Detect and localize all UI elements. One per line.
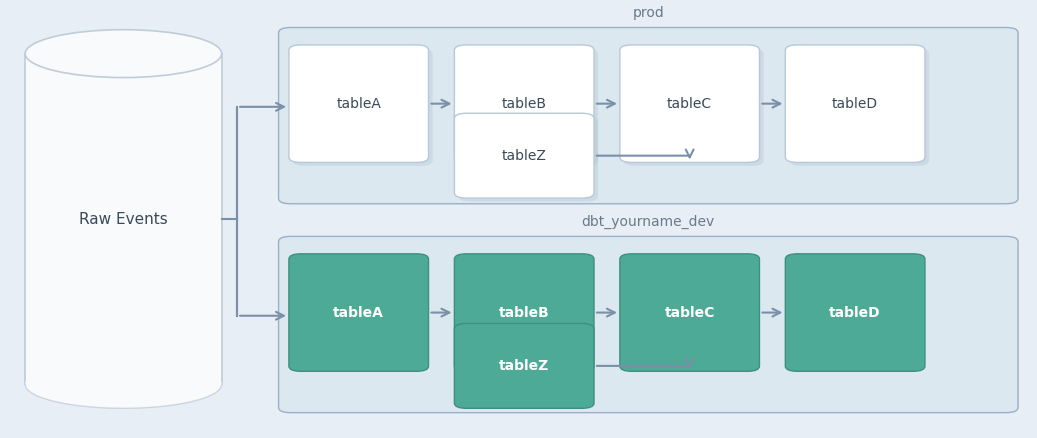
FancyBboxPatch shape: [289, 254, 428, 371]
Text: tableD: tableD: [832, 97, 878, 111]
Text: tableC: tableC: [667, 97, 712, 111]
Ellipse shape: [25, 360, 222, 408]
FancyBboxPatch shape: [454, 45, 594, 162]
FancyBboxPatch shape: [624, 48, 763, 166]
FancyBboxPatch shape: [279, 237, 1018, 413]
Polygon shape: [25, 53, 222, 385]
Text: tableA: tableA: [336, 97, 382, 111]
Text: Raw Events: Raw Events: [79, 212, 168, 226]
Text: tableA: tableA: [333, 306, 384, 320]
FancyBboxPatch shape: [458, 117, 598, 201]
FancyBboxPatch shape: [454, 323, 594, 408]
Text: prod: prod: [633, 6, 664, 20]
FancyBboxPatch shape: [620, 254, 759, 371]
Ellipse shape: [25, 30, 222, 78]
FancyBboxPatch shape: [789, 48, 929, 166]
Ellipse shape: [25, 360, 222, 408]
FancyBboxPatch shape: [279, 28, 1018, 204]
Text: tableC: tableC: [665, 306, 714, 320]
FancyBboxPatch shape: [785, 254, 925, 371]
FancyBboxPatch shape: [293, 48, 432, 166]
FancyBboxPatch shape: [454, 113, 594, 198]
Text: dbt_yourname_dev: dbt_yourname_dev: [582, 215, 714, 229]
FancyBboxPatch shape: [785, 45, 925, 162]
Text: tableD: tableD: [830, 306, 881, 320]
FancyBboxPatch shape: [620, 45, 759, 162]
FancyBboxPatch shape: [458, 48, 598, 166]
Text: tableZ: tableZ: [502, 148, 546, 162]
FancyBboxPatch shape: [289, 45, 428, 162]
Text: tableB: tableB: [502, 97, 546, 111]
FancyBboxPatch shape: [454, 254, 594, 371]
Text: tableZ: tableZ: [499, 359, 550, 373]
Text: tableB: tableB: [499, 306, 550, 320]
